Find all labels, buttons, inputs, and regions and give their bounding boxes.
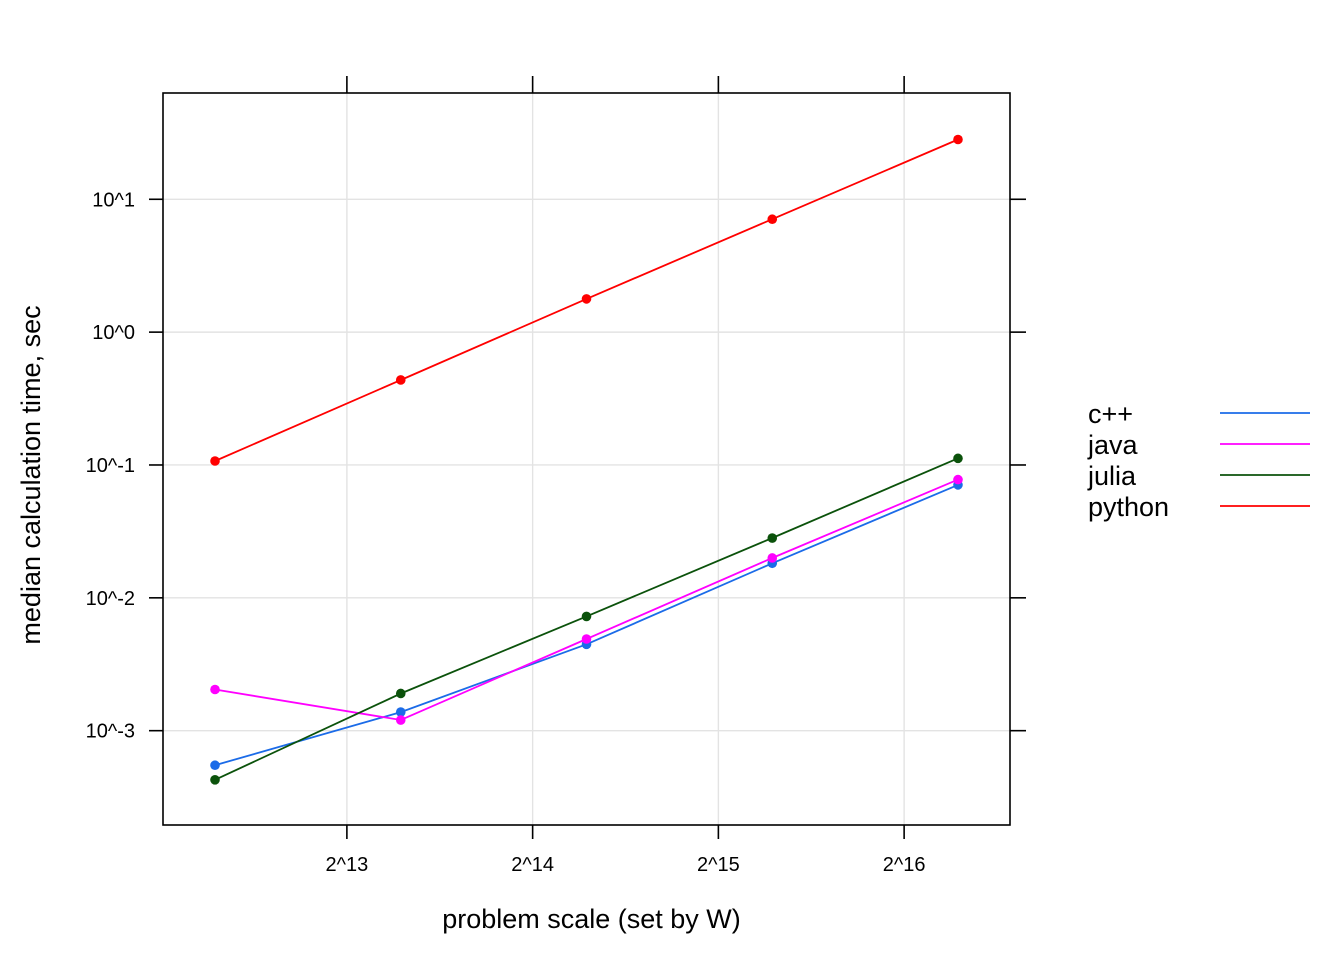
- series-julia: [210, 453, 963, 785]
- data-point-julia: [953, 453, 963, 464]
- data-point-julia: [581, 611, 592, 622]
- y-tick-label: 10^-3: [86, 721, 135, 743]
- data-point-julia: [767, 533, 778, 543]
- axis-ticks: [149, 76, 1026, 839]
- data-point-python: [395, 375, 406, 385]
- data-point-julia: [395, 688, 406, 699]
- data-point-java: [767, 553, 778, 563]
- data-point-python: [210, 456, 220, 466]
- data-point-julia: [210, 775, 220, 785]
- series-layer: [210, 134, 963, 785]
- y-tick-label: 10^-1: [86, 455, 135, 477]
- y-tick-label: 10^0: [92, 322, 135, 344]
- series-python: [210, 134, 963, 466]
- legend-label-java: java: [1087, 430, 1139, 460]
- data-point-python: [953, 134, 963, 145]
- data-point-python: [767, 214, 778, 225]
- data-point-c++: [210, 760, 220, 771]
- x-tick-label: 2^15: [697, 854, 740, 876]
- data-point-java: [953, 474, 963, 485]
- x-tick-label: 2^16: [883, 854, 926, 876]
- y-axis-title: median calculation time, sec: [16, 305, 46, 644]
- series-java: [210, 474, 963, 725]
- data-point-python: [581, 294, 592, 304]
- tick-labels: 2^13 2^14 2^15 2^16 10^1 10^0 10^-1 10^-2 10^-3: [86, 189, 926, 876]
- x-tick-label: 2^13: [326, 854, 369, 876]
- grid: [163, 93, 1010, 825]
- legend-label-python: python: [1088, 492, 1169, 522]
- x-tick-label: 2^14: [511, 854, 554, 876]
- legend-label-c++: c++: [1088, 399, 1133, 429]
- data-point-java: [581, 634, 592, 644]
- legend-label-julia: julia: [1087, 461, 1137, 491]
- y-tick-label: 10^1: [92, 189, 135, 211]
- plot-frame: [162, 92, 1011, 826]
- series-c++: [210, 480, 963, 771]
- x-axis-title: problem scale (set by W): [442, 904, 741, 934]
- data-point-java: [210, 684, 220, 695]
- y-tick-label: 10^-2: [86, 588, 135, 610]
- data-point-c++: [395, 707, 406, 717]
- data-point-java: [395, 715, 406, 725]
- series-line-java: [214, 478, 959, 721]
